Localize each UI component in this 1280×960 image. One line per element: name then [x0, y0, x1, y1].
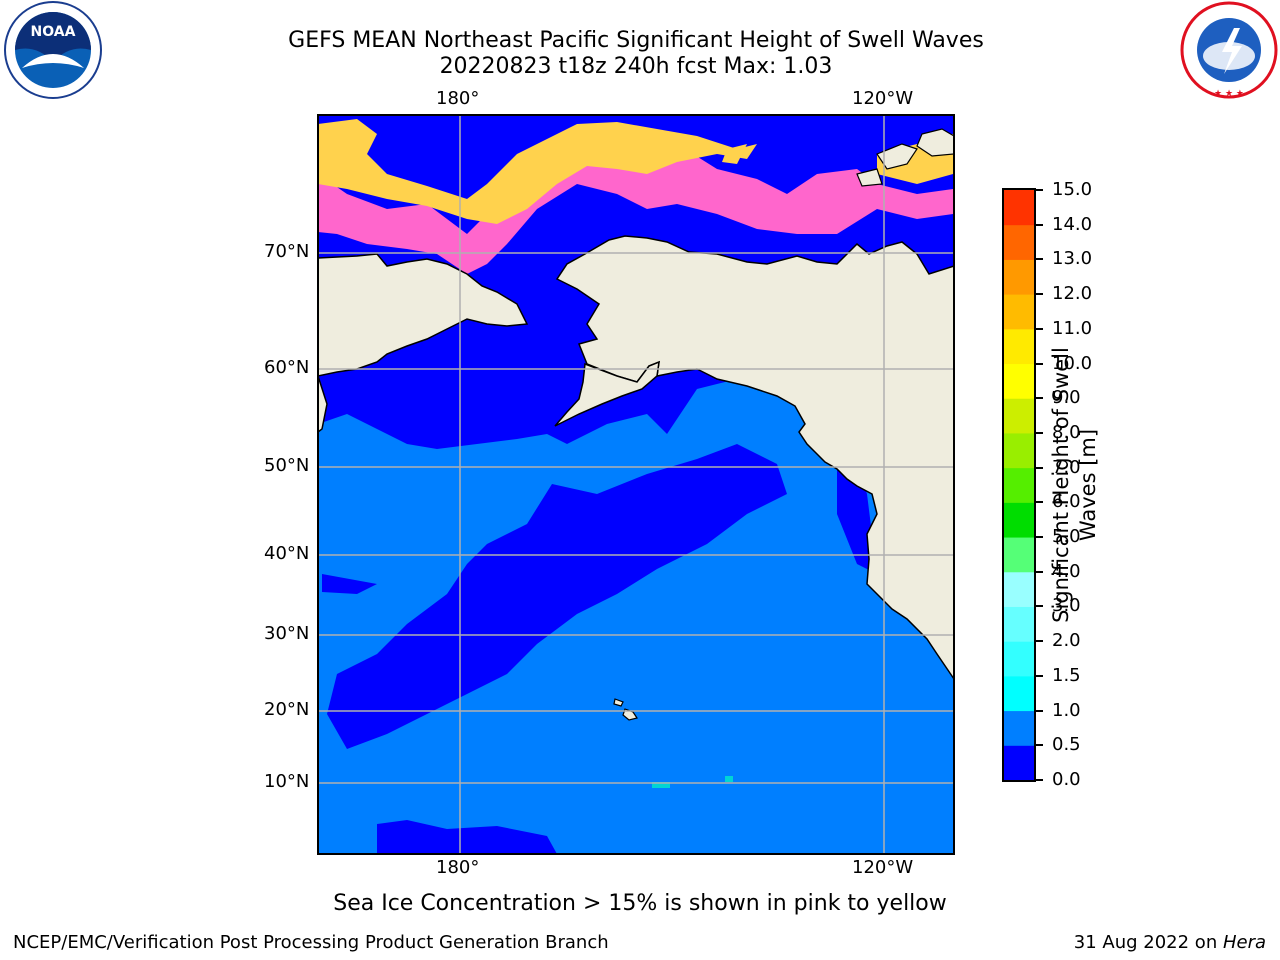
lat-label-60n: 60°N — [264, 357, 310, 378]
footer-date: 31 Aug 2022 on Hera — [1074, 932, 1266, 953]
colorbar-segment — [1004, 606, 1034, 642]
colorbar-tick-label: 13.0 — [1052, 248, 1093, 270]
colorbar-segment — [1004, 190, 1034, 226]
colorbar-tick-label: 6.0 — [1052, 491, 1081, 513]
colorbar-segment — [1004, 294, 1034, 330]
colorbar-tick-mark — [1036, 293, 1043, 296]
land-siberia — [317, 253, 529, 377]
lat-label-20n: 20°N — [264, 699, 310, 720]
colorbar-tick-mark — [1036, 258, 1043, 261]
colorbar-segment — [1004, 745, 1034, 781]
colorbar-tick-mark — [1036, 744, 1043, 747]
lat-label-10n: 10°N — [264, 771, 310, 792]
colorbar-segment — [1004, 363, 1034, 399]
land-arctic-islands — [876, 143, 918, 170]
colorbar-segment — [1004, 398, 1034, 434]
footer-machine: Hera — [1222, 932, 1266, 953]
colorbar-tick-label: 11.0 — [1052, 317, 1093, 339]
colorbar-tick-label: 0.5 — [1052, 734, 1081, 756]
colorbar-tick-mark — [1036, 466, 1043, 469]
map-panel — [317, 114, 955, 859]
land-alaska-peninsula — [554, 360, 660, 427]
colorbar-segment — [1004, 432, 1034, 469]
colorbar-tick-label: 10.0 — [1052, 352, 1093, 374]
colorbar-tick-label: 8.0 — [1052, 421, 1081, 443]
colorbar-tick-mark — [1036, 327, 1043, 330]
colorbar-tick-label: 9.0 — [1052, 387, 1081, 409]
lat-label-30n: 30°N — [264, 623, 310, 644]
colorbar-tick-label: 2.0 — [1052, 630, 1081, 652]
lat-label-70n: 70°N — [264, 241, 310, 262]
colorbar-segment — [1004, 537, 1034, 573]
swell-0-0.5-region — [377, 820, 557, 854]
land-arctic-islands — [856, 168, 883, 187]
colorbar-tick-label: 4.0 — [1052, 560, 1081, 582]
footer-credit: NCEP/EMC/Verification Post Processing Pr… — [13, 932, 609, 953]
colorbar-tick-mark — [1036, 779, 1043, 781]
colorbar-tick-label: 0.0 — [1052, 769, 1081, 790]
colorbar-tick-mark — [1036, 397, 1043, 400]
nws-logo: ★ ★ ★ — [1178, 0, 1280, 106]
colorbar-segment — [1004, 259, 1034, 295]
colorbar-label: Significant Height of Swell Waves [m] — [1049, 347, 1100, 623]
lat-label-50n: 50°N — [264, 455, 310, 476]
colorbar-tick-mark — [1036, 223, 1043, 226]
colorbar-tick-mark — [1036, 431, 1043, 434]
colorbar-segment — [1004, 675, 1034, 712]
colorbar-tick-mark — [1036, 189, 1043, 191]
colorbar-tick-mark — [1036, 674, 1043, 677]
colorbar-segment — [1004, 224, 1034, 260]
sea-ice-note: Sea Ice Concentration > 15% is shown in … — [333, 891, 947, 916]
colorbar-segment — [1004, 328, 1034, 365]
colorbar-tick-label: 15.0 — [1052, 179, 1093, 200]
colorbar — [1002, 188, 1036, 786]
colorbar-tick-mark — [1036, 709, 1043, 712]
swell-1.0-1.5-region — [652, 782, 670, 788]
svg-text:NOAA: NOAA — [31, 24, 76, 40]
colorbar-segment — [1004, 641, 1034, 677]
colorbar-tick-mark — [1036, 536, 1043, 539]
colorbar-tick-label: 7.0 — [1052, 456, 1081, 478]
colorbar-tick-label: 3.0 — [1052, 595, 1081, 617]
colorbar-tick-mark — [1036, 362, 1043, 365]
noaa-logo: NOAA — [0, 0, 110, 108]
colorbar-tick-mark — [1036, 640, 1043, 643]
map-border — [317, 114, 955, 855]
colorbar-segment — [1004, 571, 1034, 607]
colorbar-tick-label: 1.5 — [1052, 664, 1081, 686]
lon-label-bottom-180: 180° — [436, 857, 480, 878]
colorbar-border — [1002, 188, 1036, 782]
colorbar-tick-label: 5.0 — [1052, 526, 1081, 548]
chart-subtitle: 20220823 t18z 240h fcst Max: 1.03 — [439, 54, 833, 79]
swell-0-0.5-region — [327, 444, 787, 749]
svg-text:★ ★ ★: ★ ★ ★ — [1214, 89, 1244, 99]
lon-label-bottom-120w: 120°W — [852, 857, 914, 878]
colorbar-segment — [1004, 467, 1034, 503]
lon-label-top-180: 180° — [436, 88, 480, 109]
colorbar-tick-label: 1.0 — [1052, 699, 1081, 721]
sea-ice-region — [722, 144, 747, 164]
lat-label-40n: 40°N — [264, 543, 310, 564]
footer-date-text: 31 Aug 2022 on — [1073, 932, 1223, 953]
graticule — [317, 114, 955, 855]
sea-ice-region — [318, 144, 953, 274]
swell-0-0.5-region — [322, 574, 377, 594]
colorbar-tick-mark — [1036, 605, 1043, 608]
swell-1.0-1.5-region — [725, 776, 733, 782]
colorbar-segment — [1004, 502, 1034, 538]
sea-ice-region — [318, 119, 757, 224]
lon-label-top-120w: 120°W — [852, 88, 914, 109]
colorbar-tick-mark — [1036, 570, 1043, 573]
colorbar-tick-mark — [1036, 501, 1043, 504]
colorbar-segment — [1004, 710, 1034, 746]
colorbar-tick-label: 14.0 — [1052, 213, 1093, 235]
colorbar-tick-label: 12.0 — [1052, 283, 1093, 305]
chart-title: GEFS MEAN Northeast Pacific Significant … — [288, 28, 984, 53]
